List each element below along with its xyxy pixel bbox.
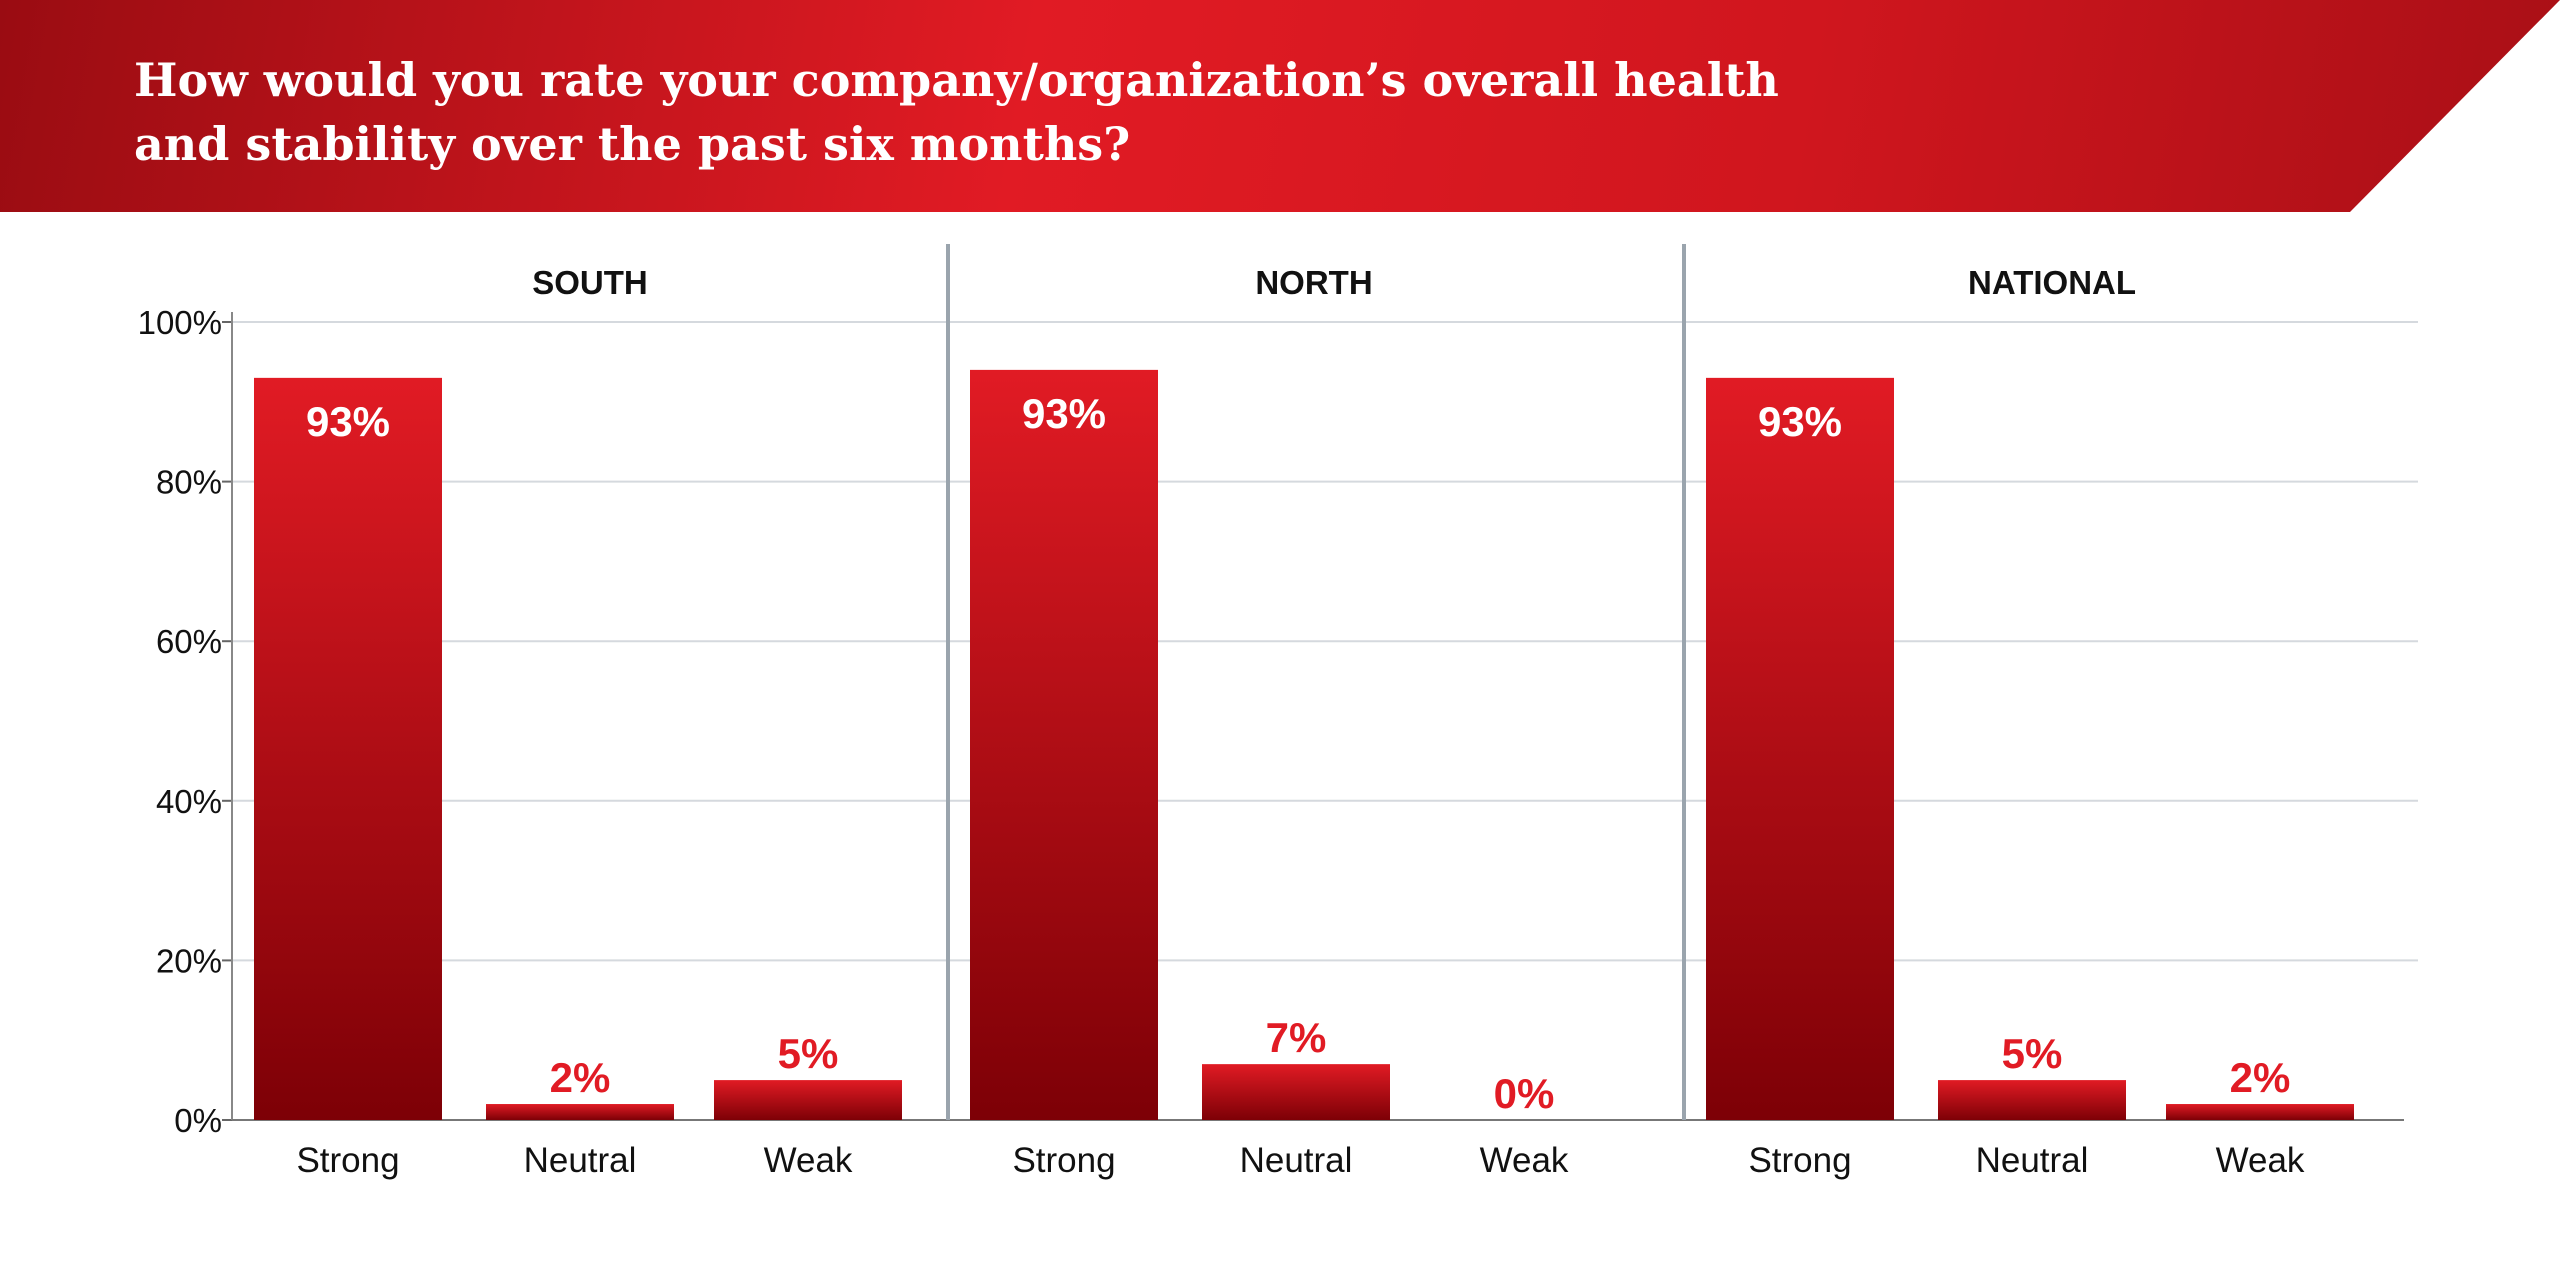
category-label: Weak <box>1480 1141 1569 1180</box>
category-label: Neutral <box>1976 1141 2089 1180</box>
bars <box>254 369 2354 1120</box>
value-label: 5% <box>2002 1030 2063 1077</box>
category-label: Strong <box>1012 1141 1115 1180</box>
panel-dividers <box>946 244 1686 1120</box>
bar-south-weak <box>714 1080 902 1120</box>
bar-north-neutral <box>1202 1064 1390 1120</box>
panel-label-north: NORTH <box>1255 264 1372 301</box>
value-label: 93% <box>1758 398 1842 445</box>
category-label: Neutral <box>1240 1141 1353 1180</box>
value-label: 93% <box>1022 390 1106 437</box>
value-label: 2% <box>550 1054 611 1101</box>
bar-national-neutral <box>1938 1080 2126 1120</box>
gridlines <box>232 321 2418 962</box>
header-banner <box>0 0 2560 212</box>
bar-national-strong <box>1706 377 1894 1120</box>
category-label: Strong <box>1748 1141 1851 1180</box>
category-label: Weak <box>2216 1141 2305 1180</box>
value-label: 2% <box>2230 1054 2291 1101</box>
y-tick-label: 20% <box>156 942 222 979</box>
bar-north-strong <box>970 369 1158 1120</box>
chart-title: How would you rate your company/organiza… <box>134 53 1779 171</box>
category-label: Neutral <box>524 1141 637 1180</box>
panel-label-south: SOUTH <box>532 264 648 301</box>
bar-south-neutral <box>486 1104 674 1120</box>
value-label: 93% <box>306 398 390 445</box>
category-label: Strong <box>296 1141 399 1180</box>
bar-national-weak <box>2166 1104 2354 1120</box>
y-tick-label: 60% <box>156 623 222 660</box>
labels: SOUTH 93% Strong 2% Neutral 5% Weak NORTH 93% Str… <box>296 264 2304 1180</box>
y-tick-label: 40% <box>156 783 222 820</box>
value-label: 7% <box>1266 1014 1327 1061</box>
y-tick-label: 80% <box>156 464 222 501</box>
bar-chart: 0% 20% 40% 60% 80% 100% SOUTH 93% Strong 2% Neutr… <box>138 244 2418 1180</box>
value-label: 0% <box>1494 1070 1555 1117</box>
y-tick-label: 100% <box>138 304 222 341</box>
y-tick-label: 0% <box>174 1102 222 1139</box>
value-label: 5% <box>778 1030 839 1077</box>
category-label: Weak <box>764 1141 853 1180</box>
panel-label-national: NATIONAL <box>1968 264 2136 301</box>
bar-south-strong <box>254 377 442 1120</box>
